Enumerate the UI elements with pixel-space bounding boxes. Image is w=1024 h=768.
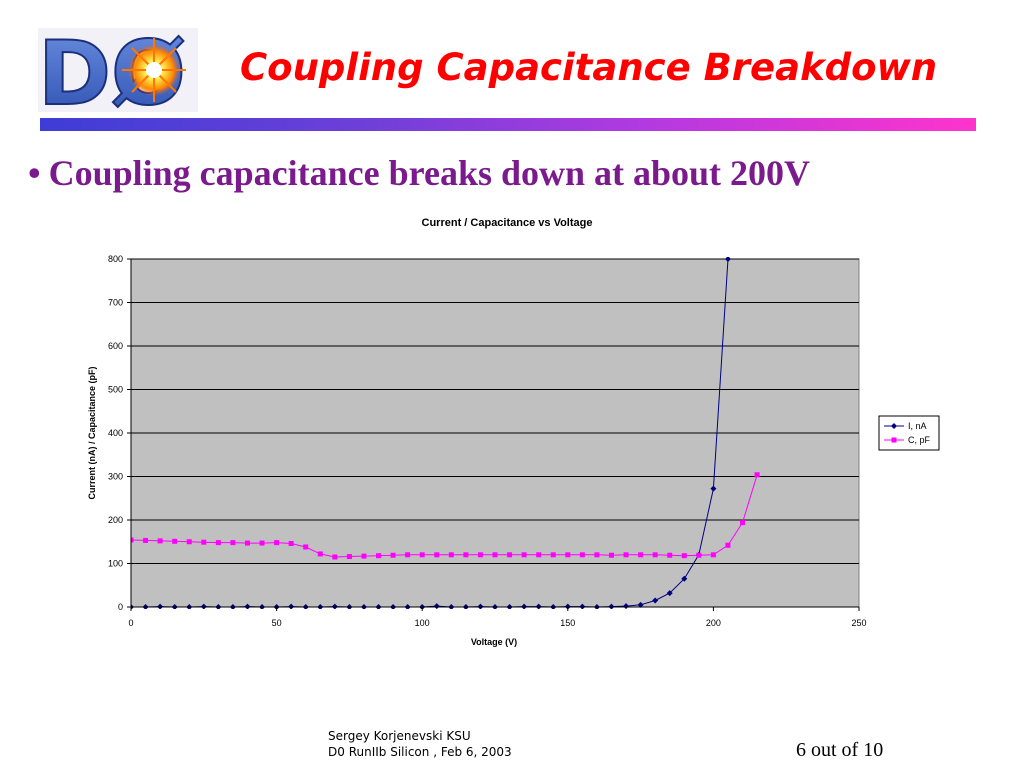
data-point-capacitance [725, 542, 731, 548]
data-point-current [608, 603, 615, 609]
data-point-current [564, 603, 571, 609]
data-point-capacitance [259, 540, 265, 546]
data-point-current [477, 603, 484, 609]
data-point-capacitance [131, 537, 134, 543]
data-point-capacitance [710, 552, 716, 558]
data-point-capacitance [681, 553, 687, 559]
data-point-capacitance [492, 552, 498, 558]
data-point-current [331, 603, 338, 609]
data-point-current [521, 603, 528, 609]
data-point-capacitance [157, 538, 163, 544]
data-point-capacitance [346, 554, 352, 560]
data-point-capacitance [434, 552, 440, 558]
data-point-capacitance [652, 552, 658, 558]
page-indicator: 6 out of 10 [796, 739, 884, 761]
d0-logo: DØ [37, 24, 198, 114]
data-point-capacitance [565, 552, 571, 558]
data-point-capacitance [608, 552, 614, 558]
x-tick-label: 250 [851, 618, 866, 628]
data-point-current [666, 590, 673, 597]
data-point-capacitance [754, 472, 760, 478]
data-point-capacitance [405, 552, 411, 558]
x-tick-label: 50 [272, 618, 282, 628]
data-point-current [433, 603, 440, 609]
x-axis-label: Voltage (V) [471, 637, 517, 647]
data-point-current [891, 423, 897, 429]
x-tick-label: 200 [706, 618, 721, 628]
data-point-capacitance [376, 553, 382, 559]
slide-title: Coupling Capacitance Breakdown [240, 46, 938, 89]
data-point-capacitance [186, 539, 192, 545]
data-point-capacitance [667, 552, 673, 558]
x-tick-label: 150 [560, 618, 575, 628]
y-tick-label: 0 [118, 602, 123, 612]
data-point-current [652, 597, 659, 604]
data-point-current [637, 601, 644, 608]
series-capacitance [131, 472, 760, 560]
x-tick-label: 100 [415, 618, 430, 628]
data-point-capacitance [390, 552, 396, 558]
data-point-capacitance [579, 552, 585, 558]
y-tick-label: 100 [108, 559, 123, 569]
data-point-capacitance [696, 552, 702, 558]
data-point-capacitance [638, 552, 644, 558]
data-point-capacitance [507, 552, 513, 558]
data-point-capacitance [477, 552, 483, 558]
x-tick-label: 0 [128, 618, 133, 628]
data-point-capacitance [230, 540, 236, 546]
data-point-current [244, 603, 251, 609]
data-point-current [579, 603, 586, 609]
y-tick-label: 200 [108, 515, 123, 525]
data-point-capacitance [303, 544, 309, 550]
data-point-current [681, 575, 688, 582]
bullet-dot-icon: • [28, 153, 41, 193]
data-point-current [157, 603, 164, 609]
y-tick-label: 300 [108, 472, 123, 482]
footer-author: Sergey Korjenevski KSU [328, 729, 471, 743]
data-point-capacitance [419, 552, 425, 558]
legend-box [878, 415, 940, 451]
data-point-current [200, 603, 207, 609]
data-point-current [623, 603, 630, 609]
data-point-current [710, 485, 717, 492]
bullet-text: Coupling capacitance breaks down at abou… [48, 153, 811, 193]
data-point-capacitance [740, 520, 746, 526]
footer-event: D0 RunIIb Silicon , Feb 6, 2003 [328, 745, 512, 759]
data-point-capacitance [463, 552, 469, 558]
data-point-capacitance [536, 552, 542, 558]
y-tick-label: 600 [108, 341, 123, 351]
data-point-current [288, 603, 295, 609]
data-point-capacitance [172, 538, 178, 544]
data-point-capacitance [361, 553, 367, 559]
title-divider-bar [40, 118, 976, 131]
data-point-capacitance [594, 552, 600, 558]
y-tick-label: 500 [108, 385, 123, 395]
data-point-capacitance [201, 539, 207, 545]
chart-title: Current / Capacitance vs Voltage [422, 217, 593, 229]
data-point-capacitance [448, 552, 454, 558]
y-tick-label: 400 [108, 428, 123, 438]
data-point-capacitance [143, 537, 149, 543]
bullet-point: • Coupling capacitance breaks down at abo… [28, 152, 810, 194]
y-tick-label: 700 [108, 298, 123, 308]
legend-label: C, pF [908, 435, 931, 445]
data-point-capacitance [274, 540, 280, 546]
data-point-capacitance [550, 552, 556, 558]
footer-credits: Sergey Korjenevski KSU D0 RunIIb Silicon… [328, 728, 512, 760]
data-point-current [535, 603, 542, 609]
data-point-capacitance [623, 552, 629, 558]
data-point-current [724, 257, 731, 262]
y-axis-label: Current (nA) / Capacitance (pF) [87, 366, 97, 499]
data-point-capacitance [288, 540, 294, 546]
legend-label: I, nA [908, 421, 927, 431]
data-point-capacitance [244, 540, 250, 546]
data-point-capacitance [215, 540, 221, 546]
data-point-capacitance [521, 552, 527, 558]
y-tick-label: 800 [108, 254, 123, 264]
data-point-capacitance [332, 554, 338, 560]
data-point-capacitance [317, 551, 323, 557]
data-point-capacitance [891, 437, 897, 443]
